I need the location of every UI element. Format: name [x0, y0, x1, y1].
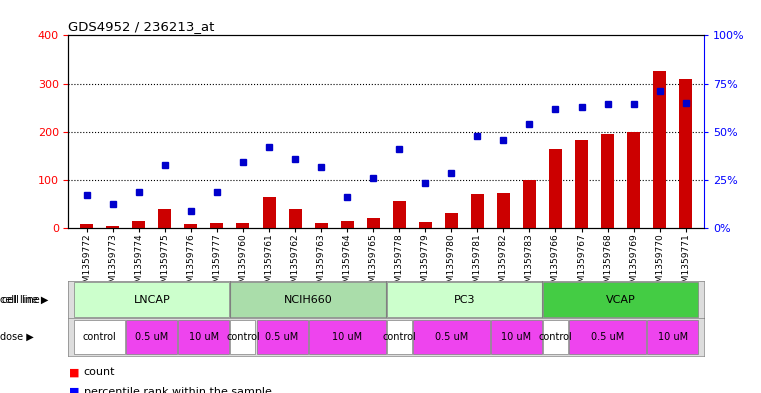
Bar [158, 209, 171, 228]
Bar [575, 140, 588, 228]
Bar [491, 320, 542, 354]
Bar [549, 149, 562, 228]
Bar [601, 134, 614, 228]
Text: 0.5 uM: 0.5 uM [435, 332, 468, 342]
Bar [314, 223, 328, 228]
Text: control: control [539, 332, 572, 342]
Bar [132, 221, 145, 228]
Bar [231, 320, 256, 354]
Bar [367, 218, 380, 228]
Text: dose ▶: dose ▶ [0, 332, 33, 342]
Bar [653, 72, 666, 228]
Bar [75, 320, 126, 354]
Bar [341, 221, 354, 228]
Text: PC3: PC3 [454, 295, 475, 305]
Bar [569, 320, 646, 354]
Bar [256, 320, 307, 354]
Bar [184, 224, 197, 228]
Text: VCAP: VCAP [606, 295, 635, 305]
Text: 0.5 uM: 0.5 uM [135, 332, 168, 342]
Text: control: control [83, 332, 116, 342]
Bar [211, 223, 224, 228]
Bar [543, 283, 698, 317]
Bar [107, 226, 119, 228]
Bar [627, 132, 640, 228]
Bar [387, 320, 412, 354]
Bar [497, 193, 510, 228]
Text: control: control [226, 332, 260, 342]
Text: cell line ▶: cell line ▶ [0, 295, 49, 305]
Bar [309, 320, 386, 354]
Text: 0.5 uM: 0.5 uM [591, 332, 624, 342]
Bar [75, 283, 229, 317]
Text: 10 uM: 10 uM [501, 332, 531, 342]
Bar [444, 213, 458, 228]
Bar [412, 320, 490, 354]
Bar [231, 283, 386, 317]
Bar [419, 222, 431, 228]
Bar [178, 320, 229, 354]
Text: NCIH660: NCIH660 [284, 295, 333, 305]
Text: GDS4952 / 236213_at: GDS4952 / 236213_at [68, 20, 215, 33]
Text: 10 uM: 10 uM [332, 332, 362, 342]
Text: control: control [382, 332, 416, 342]
Text: 0.5 uM: 0.5 uM [266, 332, 298, 342]
Bar [471, 194, 484, 228]
Text: count: count [84, 367, 115, 377]
Bar [393, 202, 406, 228]
Text: 10 uM: 10 uM [189, 332, 219, 342]
Text: percentile rank within the sample: percentile rank within the sample [84, 387, 272, 393]
Bar [237, 223, 250, 228]
Text: ■: ■ [68, 387, 79, 393]
Bar [126, 320, 177, 354]
Bar [263, 196, 275, 228]
Bar [543, 320, 568, 354]
Text: cell line: cell line [2, 295, 40, 305]
Bar [523, 180, 536, 228]
Bar [288, 209, 301, 228]
Bar [387, 283, 542, 317]
Bar [80, 224, 94, 228]
Text: ■: ■ [68, 367, 79, 377]
Text: LNCAP: LNCAP [133, 295, 170, 305]
Text: 10 uM: 10 uM [658, 332, 688, 342]
Bar [647, 320, 698, 354]
Bar [679, 79, 693, 228]
